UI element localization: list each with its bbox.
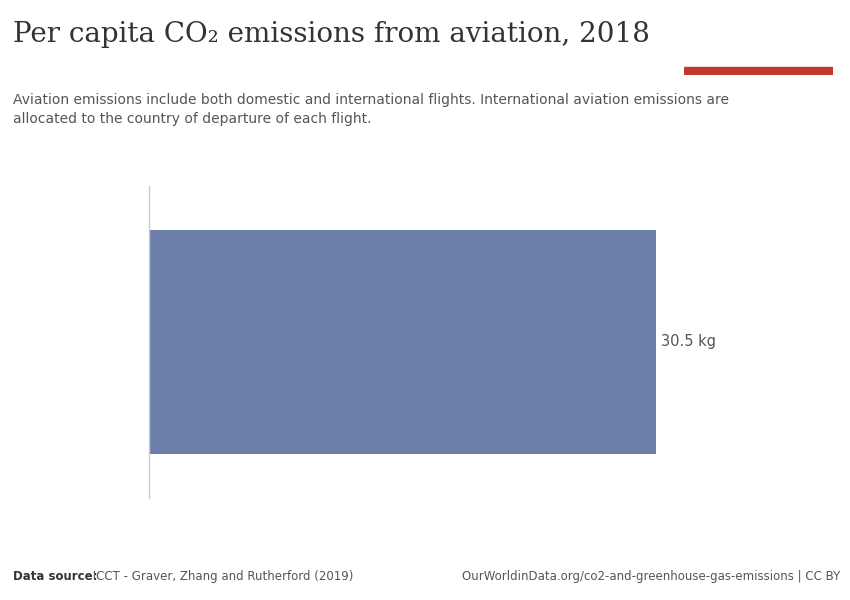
Text: in Data: in Data (734, 42, 783, 55)
Text: Data source:: Data source: (13, 570, 97, 583)
Text: Per capita CO₂ emissions from aviation, 2018: Per capita CO₂ emissions from aviation, … (13, 21, 649, 48)
Text: Aviation emissions include both domestic and international flights. Internationa: Aviation emissions include both domestic… (13, 93, 728, 127)
Text: 30.5 kg: 30.5 kg (661, 334, 717, 349)
Text: OurWorldinData.org/co2-and-greenhouse-gas-emissions | CC BY: OurWorldinData.org/co2-and-greenhouse-ga… (462, 570, 840, 583)
Bar (684, 67, 833, 75)
Bar (149, 230, 656, 454)
Text: ICCT - Graver, Zhang and Rutherford (2019): ICCT - Graver, Zhang and Rutherford (201… (89, 570, 354, 583)
Text: Our World: Our World (725, 23, 792, 36)
